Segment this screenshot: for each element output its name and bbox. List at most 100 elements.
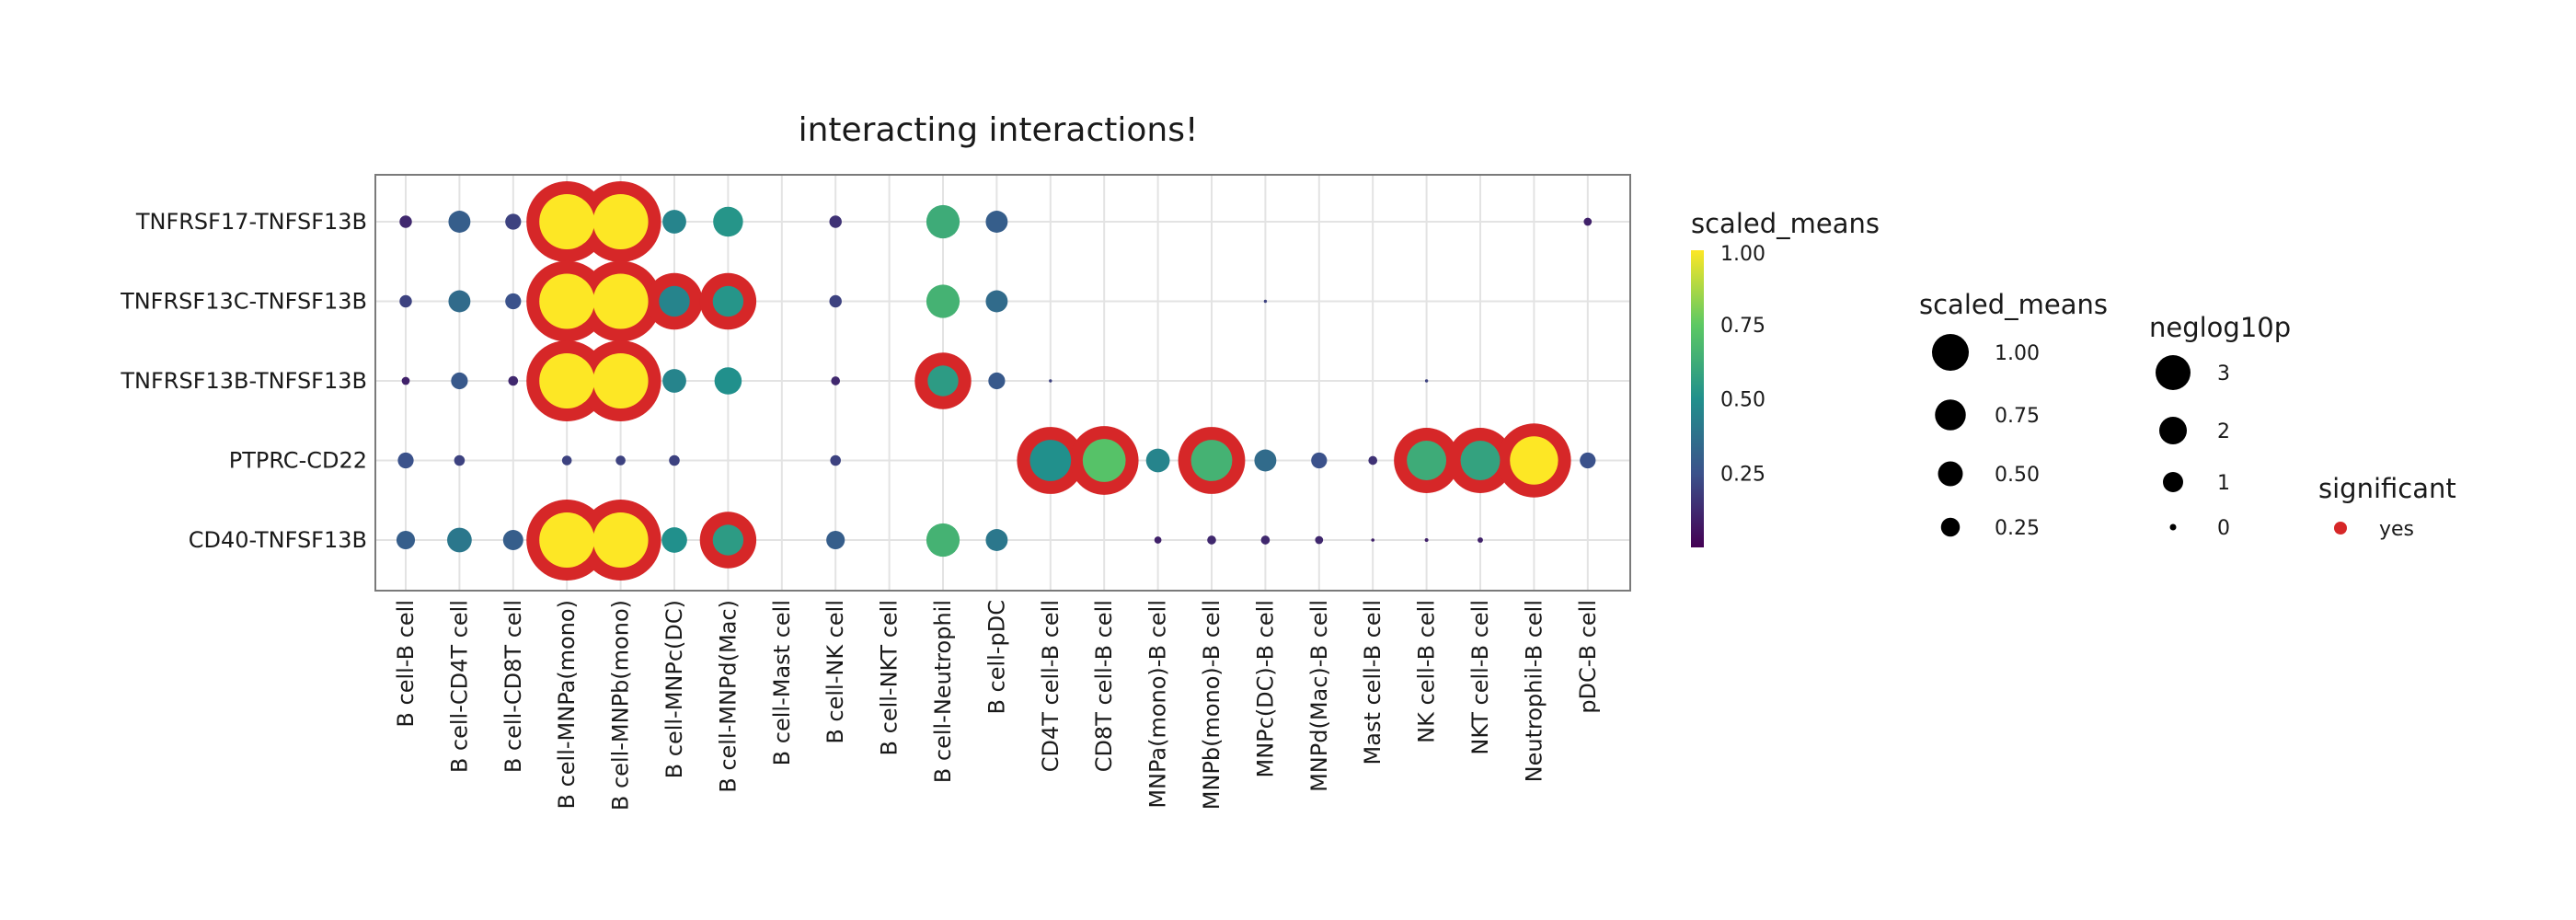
x-tick-label: B cell-MNPd(Mac) xyxy=(715,600,741,793)
significant-legend-label: yes xyxy=(2379,518,2414,541)
data-point xyxy=(539,512,595,568)
x-tick-label: NKT cell-B cell xyxy=(1467,600,1493,755)
data-point xyxy=(985,529,1008,551)
data-point xyxy=(826,530,845,550)
data-point xyxy=(662,369,686,393)
data-point xyxy=(661,527,687,553)
data-point xyxy=(662,210,686,234)
data-point xyxy=(615,455,626,466)
data-point xyxy=(539,273,595,329)
data-point xyxy=(829,215,842,228)
data-point xyxy=(401,376,410,385)
x-tick-label: pDC-B cell xyxy=(1575,600,1601,714)
data-point xyxy=(1263,299,1268,304)
data-point xyxy=(1510,436,1558,485)
x-tick-label: Neutrophil-B cell xyxy=(1521,600,1547,782)
size-legend-title: neglog10p xyxy=(2149,312,2291,343)
significant-legend-dot xyxy=(2334,522,2347,535)
significant-legend: significant yes xyxy=(2318,473,2456,541)
y-tick-label: TNFRSF17-TNFSF13B xyxy=(135,209,367,235)
data-point xyxy=(1029,440,1072,481)
data-point xyxy=(1311,452,1328,469)
data-point xyxy=(926,284,960,318)
data-point xyxy=(1371,538,1374,542)
size-legend-title: scaled_means xyxy=(1919,289,2108,320)
plot-panel-border xyxy=(374,174,1631,592)
size-legend-label: 3 xyxy=(2217,362,2230,385)
x-tick-label: B cell-MNPa(mono) xyxy=(554,600,580,810)
data-point xyxy=(712,285,744,317)
size-legend-dot xyxy=(1932,334,1969,371)
data-point xyxy=(1407,441,1447,480)
data-point xyxy=(1368,455,1378,466)
colorbar-gradient xyxy=(1691,250,1704,547)
data-point xyxy=(831,376,841,385)
x-tick-label: B cell-Neutrophil xyxy=(930,600,956,783)
data-point xyxy=(659,285,690,317)
size-legend-label: 2 xyxy=(2217,420,2230,443)
size-legend-dot xyxy=(1935,399,1966,431)
data-point xyxy=(399,215,412,228)
data-point xyxy=(829,294,842,308)
colorbar-tick-label: 0.50 xyxy=(1720,389,1765,412)
data-point xyxy=(1145,448,1170,473)
data-point xyxy=(505,293,522,310)
x-tick-label: B cell-NK cell xyxy=(822,600,848,744)
colorbar-tick-label: 1.00 xyxy=(1720,243,1765,266)
x-tick-label: MNPa(mono)-B cell xyxy=(1145,600,1171,809)
x-tick-label: NK cell-B cell xyxy=(1414,600,1440,743)
y-tick-label: TNFRSF13B-TNFSF13B xyxy=(120,368,367,394)
x-tick-label: B cell-MNPc(DC) xyxy=(661,600,687,778)
data-point xyxy=(502,530,523,550)
data-point xyxy=(448,211,471,233)
size-legend-dot xyxy=(2163,472,2183,492)
y-tick-label: CD40-TNFSF13B xyxy=(189,527,367,553)
data-point xyxy=(1478,537,1483,543)
data-point xyxy=(592,512,649,568)
data-point xyxy=(1190,440,1233,481)
colorbar-legend: scaled_means 1.00 0.75 0.50 0.25 xyxy=(1691,208,1880,547)
y-axis-labels: TNFRSF17-TNFSF13B TNFRSF13C-TNFSF13B TNFRS… xyxy=(120,209,367,553)
data-point xyxy=(1424,379,1429,383)
x-tick-label: B cell-Mast cell xyxy=(769,600,795,765)
x-tick-label: B cell-CD4T cell xyxy=(446,600,472,773)
data-point xyxy=(539,353,595,408)
data-point xyxy=(927,365,959,397)
x-tick-label: Mast cell-B cell xyxy=(1360,600,1386,765)
x-tick-label: B cell-pDC xyxy=(983,600,1009,715)
data-point xyxy=(713,206,743,237)
data-point xyxy=(1460,441,1501,480)
data-point xyxy=(399,294,412,308)
data-point xyxy=(592,273,649,329)
data-point xyxy=(397,452,414,469)
data-point xyxy=(1254,449,1277,472)
size-legend-scaled-means: scaled_means 1.00 0.75 0.50 0.25 xyxy=(1919,289,2108,540)
chart-title: interacting interactions! xyxy=(799,111,1199,149)
size-legend-dot xyxy=(2156,355,2191,390)
data-point xyxy=(396,530,416,550)
data-point xyxy=(539,194,595,249)
data-point xyxy=(712,524,744,556)
data-point xyxy=(592,194,649,249)
size-legend-dot xyxy=(1940,517,1961,537)
data-point xyxy=(714,367,742,395)
data-point xyxy=(447,527,472,553)
colorbar-tick-label: 0.25 xyxy=(1720,463,1765,486)
data-point xyxy=(451,372,468,390)
size-legend-dot xyxy=(2159,417,2187,444)
x-tick-label: B cell-NKT cell xyxy=(877,600,903,755)
data-point xyxy=(985,211,1008,233)
size-legend-neglog10p: neglog10p 3 2 1 0 xyxy=(2149,312,2291,540)
data-point xyxy=(561,455,572,466)
data-point xyxy=(1082,439,1126,482)
x-tick-label: MNPc(DC)-B cell xyxy=(1252,600,1278,778)
size-legend-label: 0 xyxy=(2217,517,2230,540)
data-point xyxy=(1049,379,1052,383)
data-point xyxy=(1315,535,1324,545)
size-legend-label: 1.00 xyxy=(1995,342,2040,365)
size-legend-label: 0.50 xyxy=(1995,464,2040,487)
colorbar-title: scaled_means xyxy=(1691,208,1880,239)
size-legend-label: 0.75 xyxy=(1995,405,2040,428)
data-point xyxy=(1424,538,1429,542)
